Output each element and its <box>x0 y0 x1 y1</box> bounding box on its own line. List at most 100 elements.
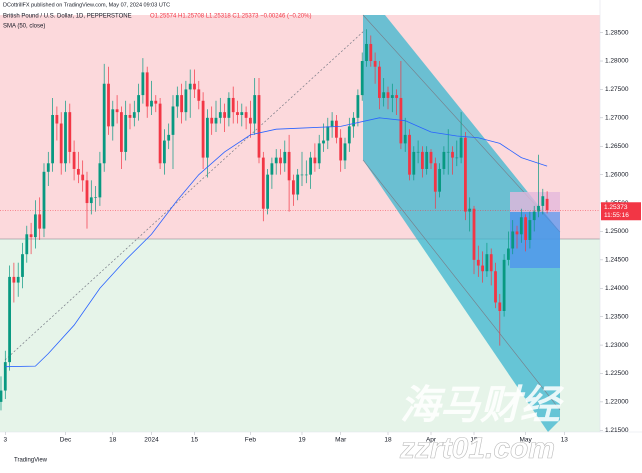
candle-body <box>464 137 467 212</box>
candle-body <box>382 92 386 98</box>
candle-body <box>85 180 89 204</box>
candle-body <box>442 151 446 169</box>
candle-body <box>425 151 429 169</box>
y-tick-label: 1.21500 <box>605 427 629 434</box>
candle-body <box>459 137 463 158</box>
candle-body <box>507 248 510 260</box>
y-tick-label: 1.26000 <box>605 171 629 178</box>
candle-body <box>64 112 67 164</box>
x-tick-label: 18 <box>384 437 392 444</box>
candle-body <box>373 61 377 67</box>
candle-body <box>107 83 110 127</box>
y-tick-label: 1.22500 <box>605 370 629 377</box>
candle-body <box>132 112 136 118</box>
y-tick-label: 1.28000 <box>605 58 629 65</box>
candle-body <box>38 214 42 229</box>
candle-body <box>352 117 356 127</box>
candle-body <box>210 117 214 124</box>
candle-body <box>356 95 360 118</box>
candle-body <box>386 92 390 98</box>
last-price-label: 1.25373 <box>604 204 628 211</box>
x-tick-label: 15 <box>191 437 199 444</box>
candle-body <box>339 137 343 161</box>
candle-body <box>343 143 347 161</box>
candle-body <box>541 196 545 206</box>
candle-body <box>326 126 330 141</box>
candle-body <box>304 174 308 176</box>
candle-body <box>227 97 231 118</box>
candle-body <box>16 276 20 283</box>
candle-body <box>94 197 97 198</box>
candle-body <box>29 234 33 238</box>
y-tick-label: 1.24000 <box>605 285 629 292</box>
candle-body <box>111 109 115 127</box>
candle-body <box>317 143 321 164</box>
candle-body <box>193 83 196 90</box>
candle-body <box>485 254 489 272</box>
candle-body <box>369 43 373 62</box>
candle-body <box>98 163 102 198</box>
candle-body <box>519 217 523 235</box>
candle-body <box>489 254 493 272</box>
candle-body <box>408 134 411 175</box>
axes: 1.28500 1.28000 1.27500 1.27000 1.26500 1.260… <box>3 29 641 444</box>
y-tick-label: 1.23000 <box>605 342 629 349</box>
last-price-box <box>601 202 641 221</box>
countdown-label: 11:55:16 <box>604 212 629 219</box>
candle-body <box>76 168 80 175</box>
candle-body <box>476 259 480 266</box>
candle-body <box>0 390 3 402</box>
candle-body <box>416 151 420 153</box>
y-tick-label: 1.28500 <box>605 29 629 36</box>
candle-body <box>378 66 381 98</box>
price-axis <box>600 0 642 468</box>
candle-body <box>162 140 166 164</box>
candle-body <box>205 117 209 158</box>
candle-body <box>184 89 188 113</box>
candle-body <box>59 123 63 164</box>
candle-body <box>494 271 497 303</box>
candle-body <box>171 106 175 135</box>
candle-body <box>532 211 536 221</box>
candle-body <box>446 151 450 153</box>
x-tick-label: 19 <box>298 437 306 444</box>
candle-body <box>236 112 239 115</box>
x-tick-label: Dec <box>60 437 72 444</box>
candle-body <box>128 114 132 118</box>
candle-body <box>528 220 532 240</box>
candle-body <box>167 134 171 141</box>
candle-body <box>188 83 192 90</box>
candle-body <box>12 276 16 283</box>
publisher: DCottrillFX published on TradingView.com… <box>3 2 170 8</box>
candle-body <box>231 97 235 113</box>
candle-body <box>322 140 325 144</box>
candle-body <box>115 109 119 113</box>
candle-body <box>55 114 59 124</box>
candle-body <box>438 168 442 192</box>
x-tick-label: 18 <box>109 437 117 444</box>
y-tick-label: 1.26500 <box>605 143 629 150</box>
x-tick-label: Feb <box>245 437 257 444</box>
candle-body <box>21 254 24 277</box>
candle-body <box>468 208 472 212</box>
x-tick-label: Mar <box>335 437 347 444</box>
candle-body <box>365 43 368 62</box>
y-tick-label: 1.27500 <box>605 86 629 93</box>
candle-body <box>46 163 50 172</box>
candle-body <box>502 259 506 311</box>
time-axis <box>0 432 642 468</box>
candle-body <box>42 171 46 229</box>
y-tick-label: 1.25000 <box>605 228 629 235</box>
candle-body <box>537 205 540 212</box>
candle-body <box>455 157 459 159</box>
x-tick-label: 15 <box>470 437 478 444</box>
box-upper <box>510 192 560 212</box>
candle-body <box>25 234 29 255</box>
candle-body <box>270 163 274 175</box>
channel <box>363 15 560 432</box>
candle-body <box>180 95 183 113</box>
candle-body <box>253 95 257 124</box>
candle-body <box>102 83 106 164</box>
